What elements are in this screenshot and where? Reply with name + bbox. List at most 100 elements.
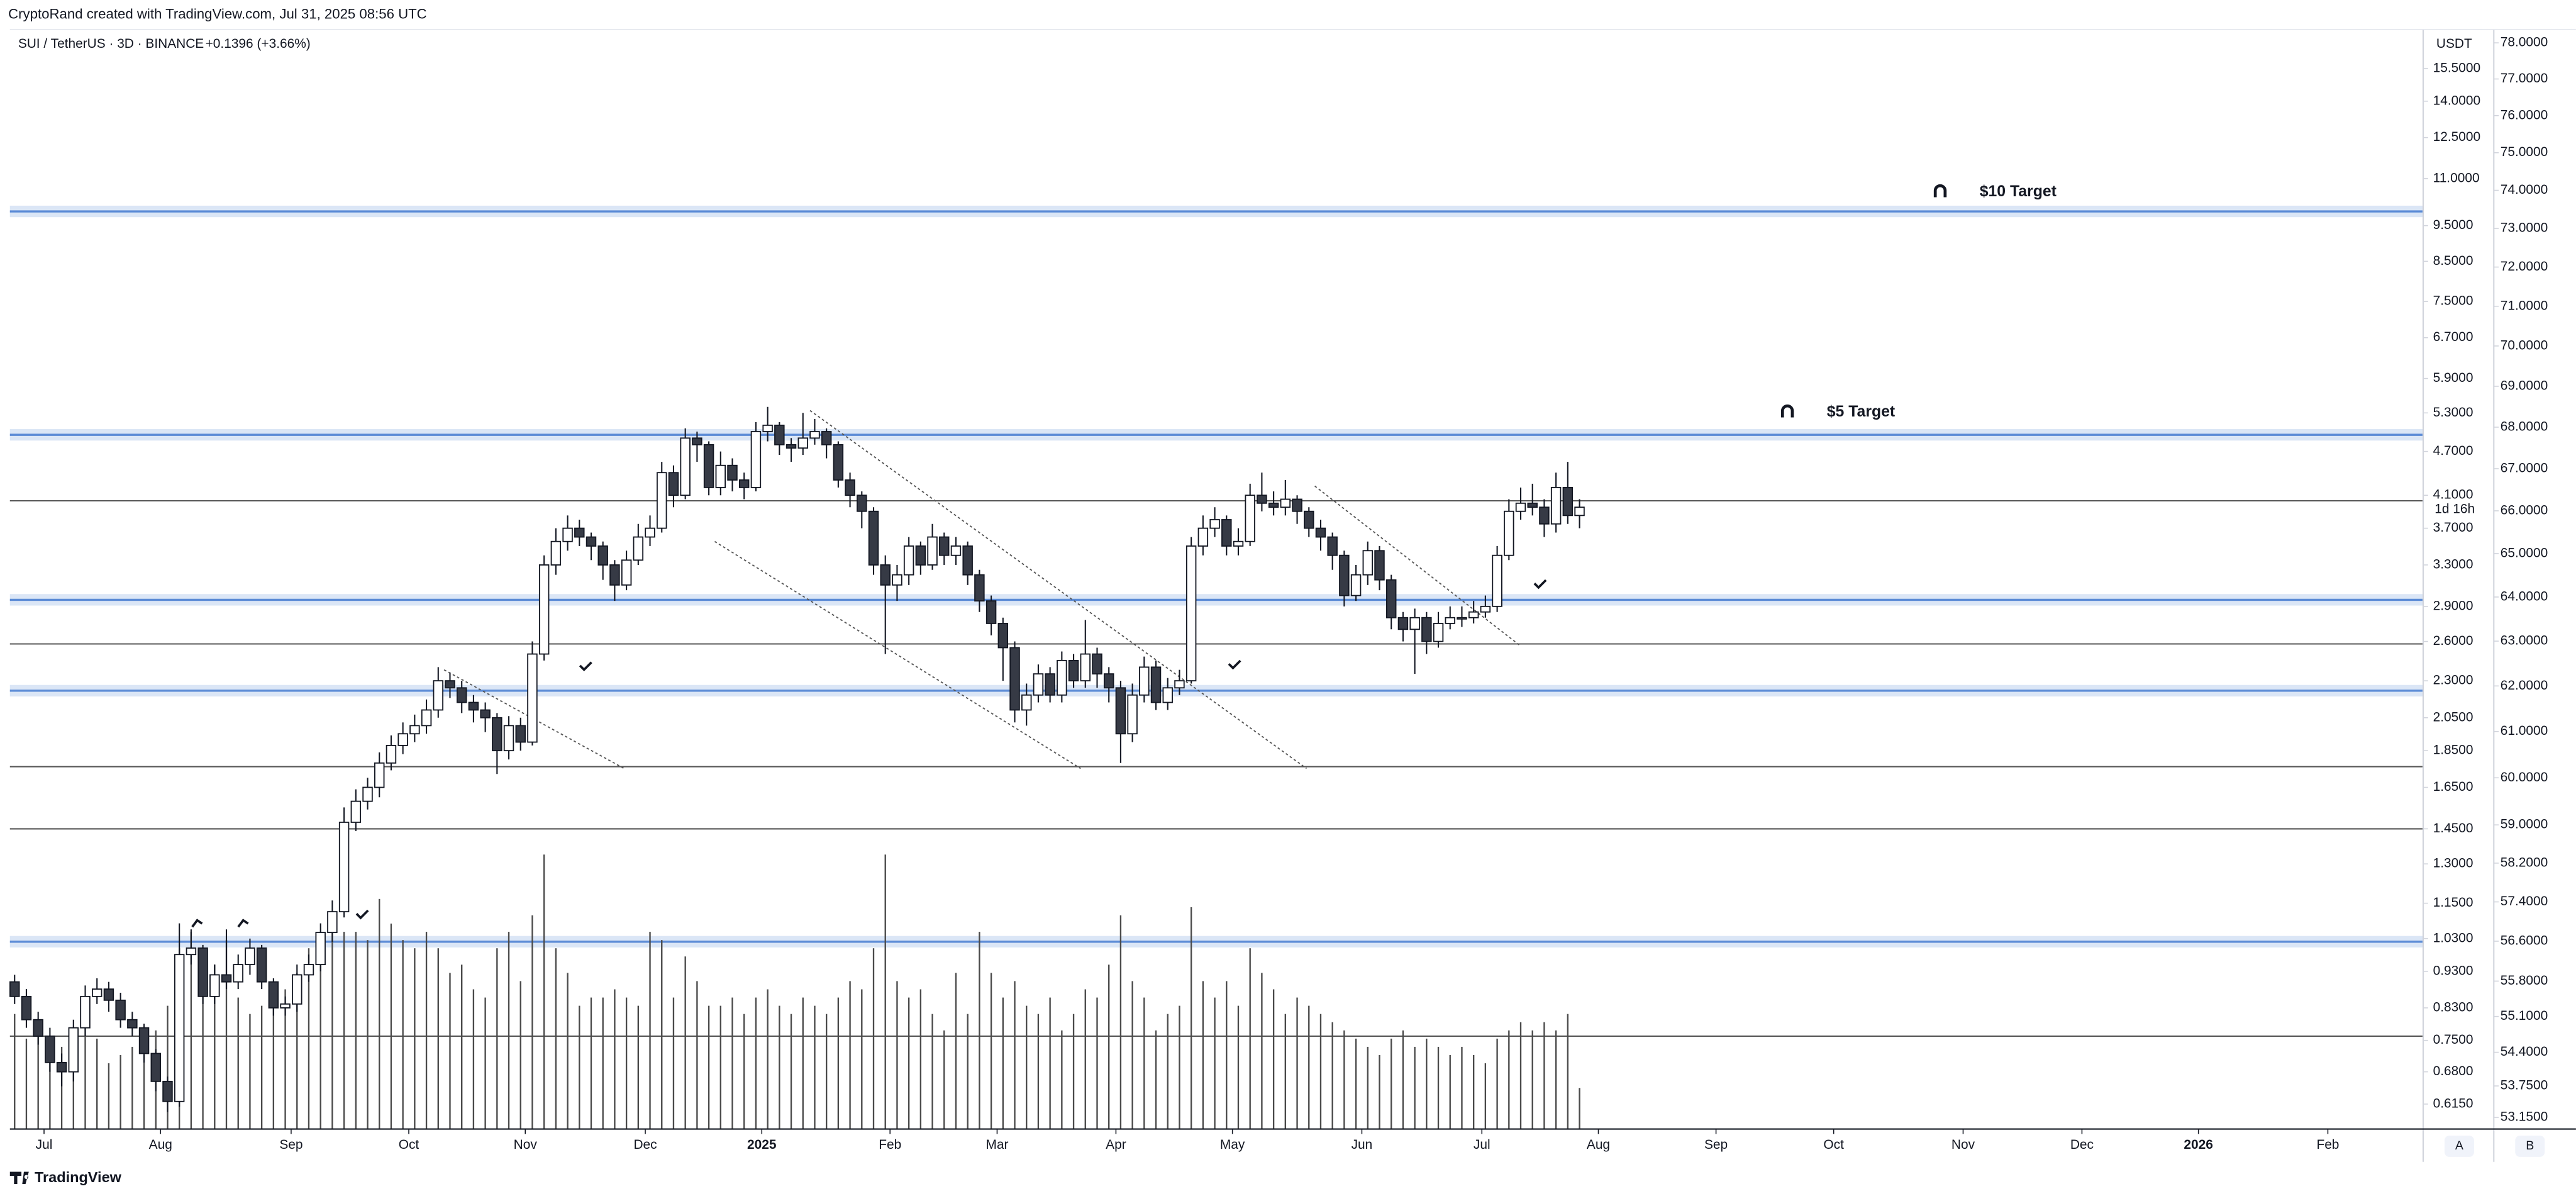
y-tick-label: 0.9300 bbox=[2433, 963, 2473, 978]
y-tick-label: 15.5000 bbox=[2433, 60, 2480, 75]
candle-body bbox=[1492, 554, 1502, 607]
volume-bar bbox=[1237, 1005, 1240, 1129]
x-tick-label: May bbox=[1220, 1137, 1245, 1152]
candle-body bbox=[421, 709, 432, 727]
volume-bar bbox=[1131, 981, 1133, 1129]
volume-bar bbox=[755, 997, 757, 1129]
y2-tick-label: 68.0000 bbox=[2501, 420, 2548, 434]
volume-bar bbox=[861, 989, 863, 1129]
volume-bar bbox=[1037, 1014, 1040, 1129]
target-5-icon bbox=[1780, 404, 1794, 418]
volume-bar bbox=[1319, 1014, 1322, 1129]
volume-bar bbox=[1143, 997, 1145, 1129]
volume-bar bbox=[590, 997, 592, 1129]
candle-body bbox=[985, 600, 997, 624]
y-tick-label: 1.0300 bbox=[2433, 931, 2473, 945]
candle-body bbox=[903, 545, 914, 576]
volume-bar bbox=[1296, 997, 1298, 1129]
y2-tick-label: 60.0000 bbox=[2501, 770, 2548, 785]
x-tick-label: Feb bbox=[879, 1137, 901, 1152]
volume-bar bbox=[531, 915, 533, 1129]
y2-tick-label: 55.8000 bbox=[2501, 973, 2548, 988]
candle-body bbox=[386, 745, 397, 764]
volume-bar bbox=[884, 854, 886, 1129]
scale-b-button[interactable] bbox=[2515, 1135, 2545, 1157]
candle-body bbox=[1362, 550, 1374, 576]
candle-body bbox=[727, 464, 738, 481]
candle-body bbox=[833, 444, 844, 481]
candle-body bbox=[150, 1053, 161, 1082]
volume-bar bbox=[979, 932, 980, 1129]
volume-bar bbox=[1261, 973, 1263, 1129]
candle-body bbox=[362, 786, 373, 802]
volume-bar bbox=[1096, 997, 1098, 1129]
x-tick-label: Jul bbox=[36, 1137, 53, 1152]
candle-body bbox=[892, 574, 902, 586]
volume-bar bbox=[567, 973, 569, 1129]
y-tick-label: 1.1500 bbox=[2433, 895, 2473, 910]
candle-body bbox=[1327, 536, 1338, 556]
volume-bar bbox=[1391, 1038, 1392, 1129]
volume-bar bbox=[1249, 948, 1251, 1129]
candle-body bbox=[1009, 647, 1020, 711]
volume-bar bbox=[508, 932, 510, 1129]
volume-bar bbox=[225, 940, 228, 1129]
x-tick-label: Nov bbox=[1951, 1137, 1975, 1152]
candle-body bbox=[515, 725, 526, 743]
x-tick-label: Apr bbox=[1106, 1137, 1126, 1152]
scale-a[interactable]: A bbox=[2455, 1139, 2464, 1153]
volume-bar bbox=[249, 1014, 251, 1129]
candle-body bbox=[797, 437, 808, 449]
volume-bar bbox=[579, 1005, 580, 1129]
volume-bar bbox=[790, 1014, 792, 1129]
volume-bar bbox=[661, 940, 663, 1129]
volume-bar bbox=[837, 997, 840, 1129]
candle-body bbox=[1421, 617, 1432, 642]
volume-bar bbox=[260, 1005, 263, 1129]
candle-body bbox=[880, 564, 891, 586]
y2-tick-label: 71.0000 bbox=[2501, 298, 2548, 313]
candle-body bbox=[762, 424, 773, 432]
candle-body bbox=[338, 822, 350, 913]
volume-bar bbox=[308, 948, 310, 1129]
candle-body bbox=[9, 981, 20, 997]
volume-bar bbox=[1343, 1030, 1345, 1129]
volume-bar bbox=[1402, 1030, 1404, 1129]
volume-bar bbox=[872, 948, 875, 1129]
annotation: $10 Target bbox=[1980, 183, 2057, 200]
volume-bar bbox=[119, 1054, 121, 1129]
candle-body bbox=[1304, 510, 1314, 529]
y-tick-label: 8.5000 bbox=[2433, 254, 2473, 268]
volume-bar bbox=[484, 997, 486, 1129]
candle-body bbox=[715, 464, 726, 488]
volume-bar bbox=[743, 1014, 745, 1129]
y-tick-label: 9.5000 bbox=[2433, 218, 2473, 232]
candle-body bbox=[1397, 617, 1409, 630]
scale-a-button[interactable] bbox=[2444, 1135, 2474, 1157]
annotation: $5 Target bbox=[1827, 403, 1895, 420]
volume-bar bbox=[519, 981, 521, 1129]
y-tick-label: 1.8500 bbox=[2433, 743, 2473, 757]
candle-body bbox=[1292, 498, 1302, 512]
volume-bar bbox=[1367, 1046, 1368, 1129]
candle-body bbox=[56, 1061, 67, 1073]
volume-bar bbox=[1426, 1038, 1428, 1129]
x-tick-label: Jun bbox=[1352, 1137, 1373, 1152]
candle-body bbox=[1280, 498, 1291, 508]
candle-body bbox=[586, 536, 597, 547]
volume-bar bbox=[1108, 964, 1110, 1129]
volume-bar bbox=[1155, 1030, 1157, 1129]
y2-tick-label: 65.0000 bbox=[2501, 545, 2548, 560]
scale-b[interactable]: B bbox=[2526, 1139, 2534, 1153]
candle-body bbox=[550, 540, 562, 566]
candle-body bbox=[315, 932, 326, 965]
y-tick-label: 0.6150 bbox=[2433, 1096, 2473, 1110]
volume-bar bbox=[319, 948, 321, 1129]
candle-body bbox=[1162, 687, 1173, 703]
volume-bar bbox=[1414, 1046, 1416, 1129]
volume-bar bbox=[1531, 1030, 1533, 1129]
volume-bar bbox=[343, 932, 345, 1129]
y2-tick-label: 56.6000 bbox=[2501, 934, 2548, 948]
candle-body bbox=[174, 954, 185, 1102]
